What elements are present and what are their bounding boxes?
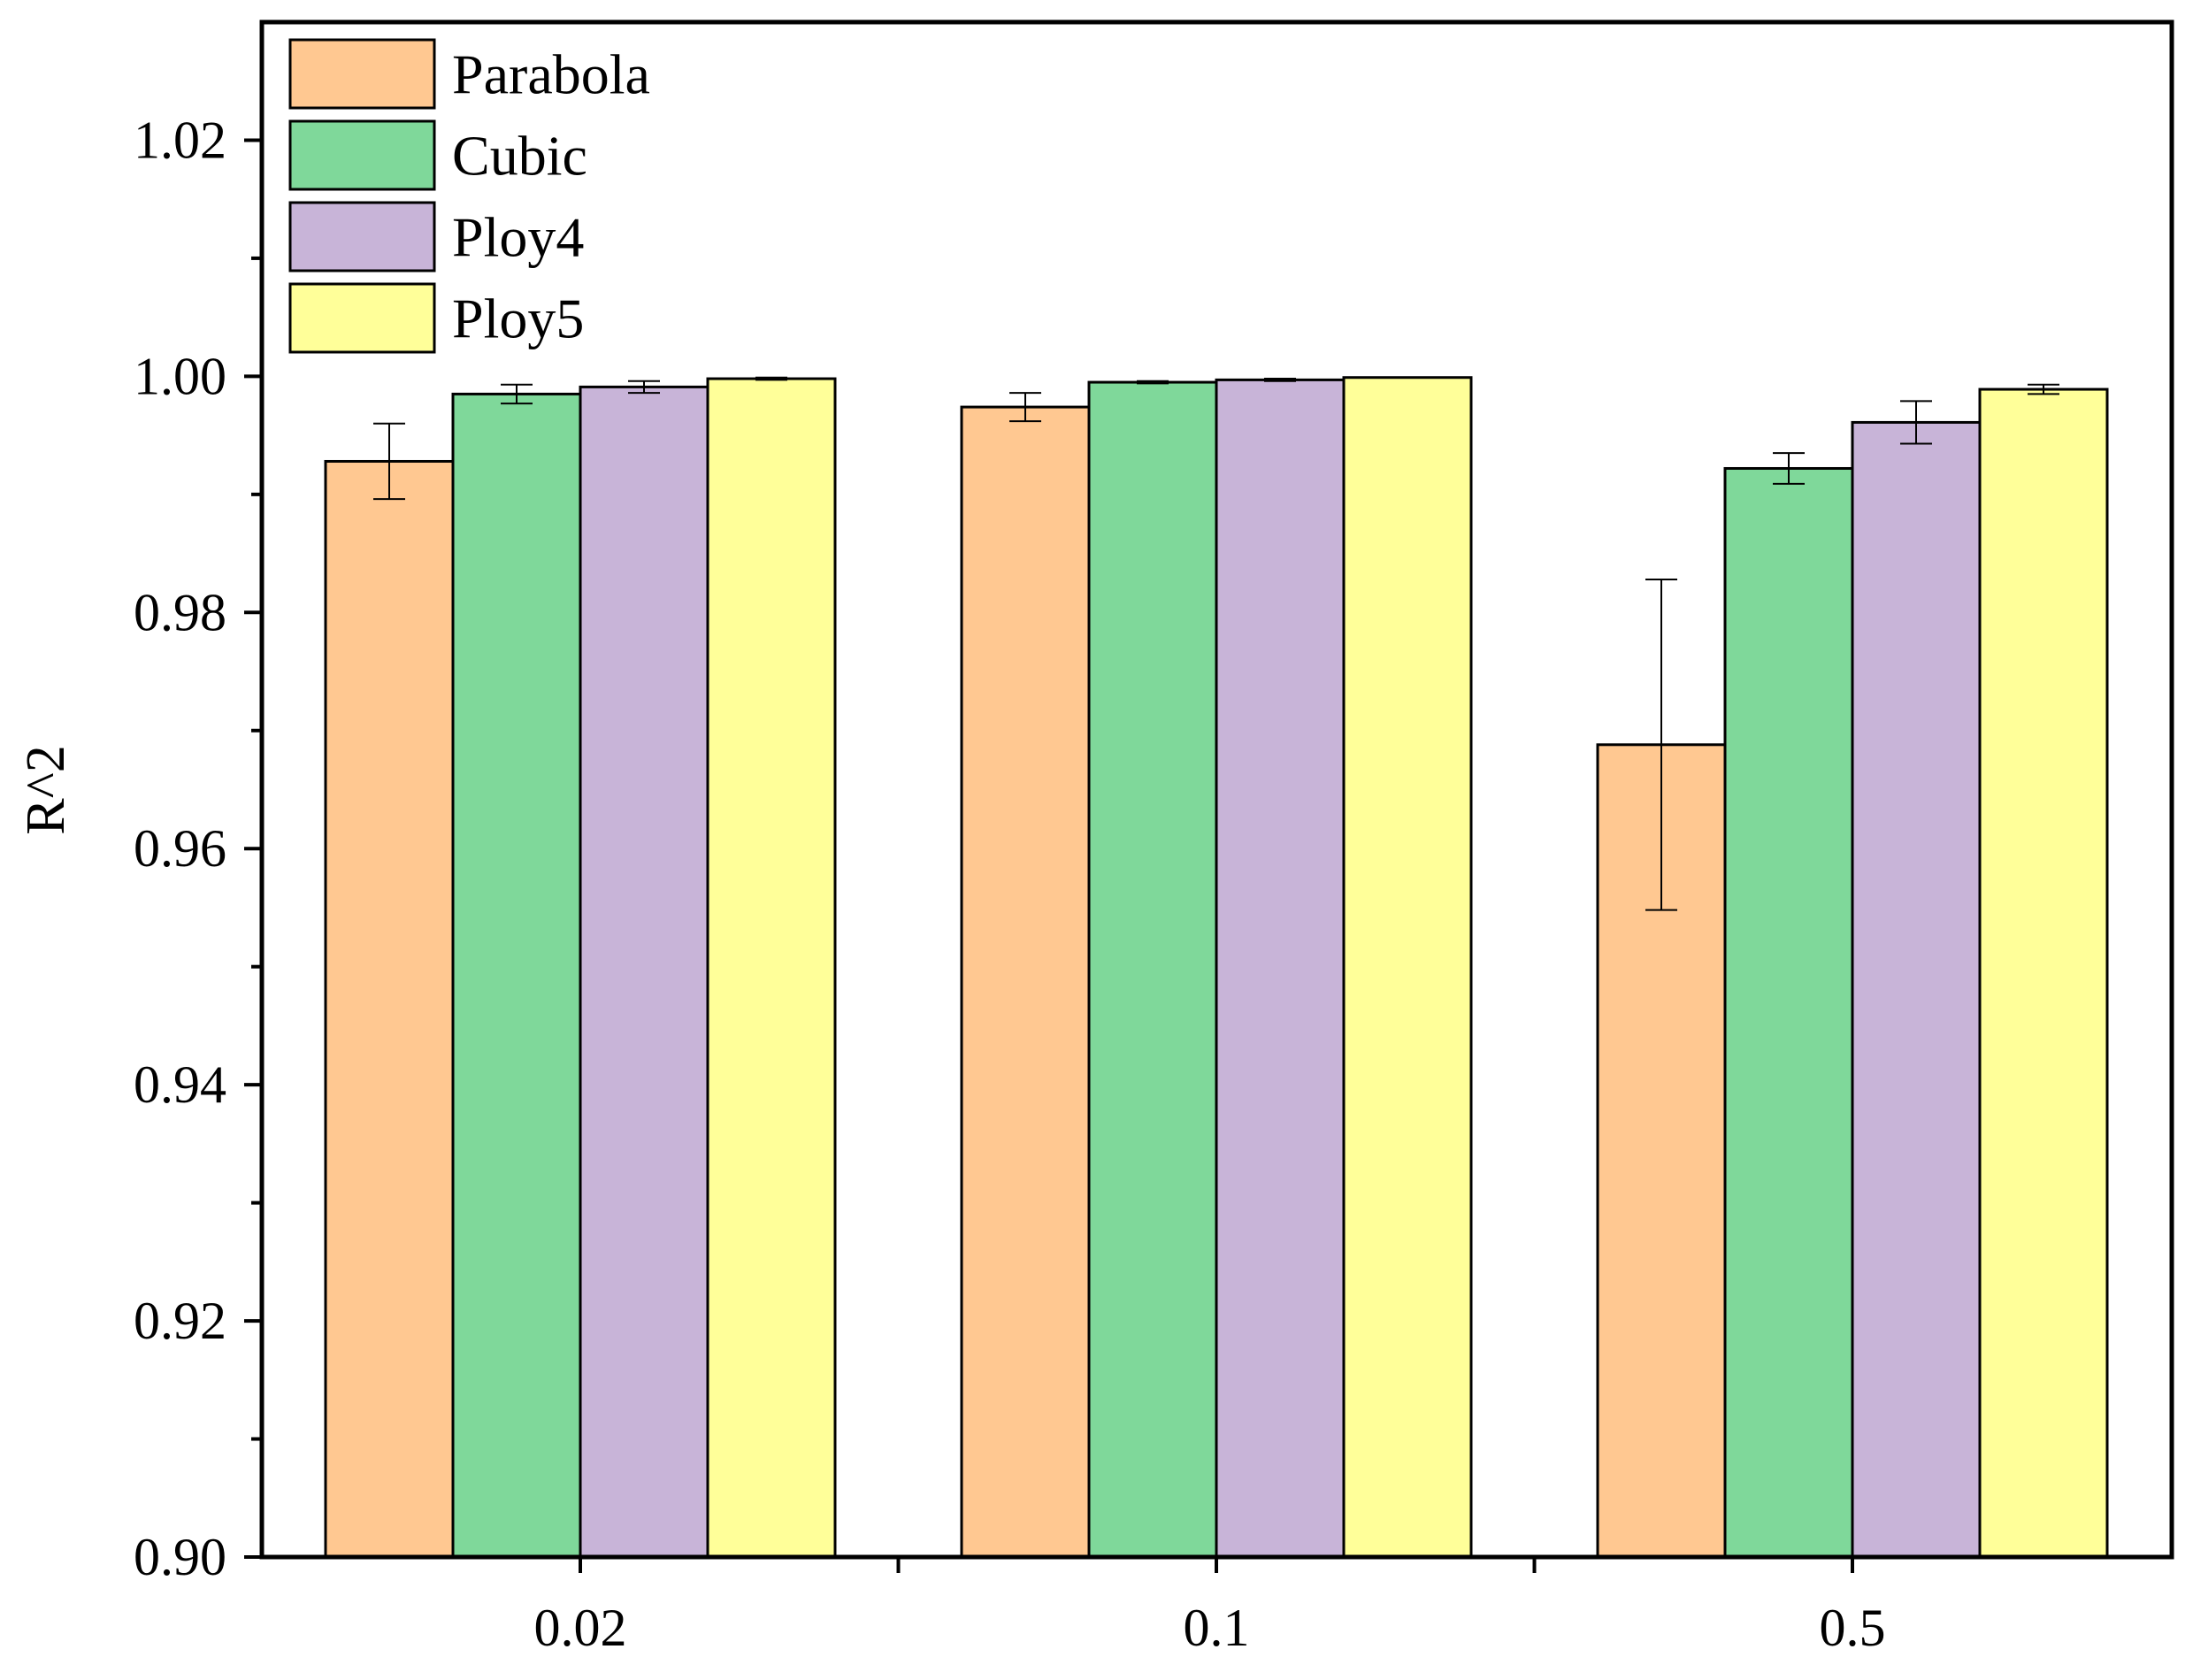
bar-ploy5-0.5	[1978, 387, 2109, 1559]
bar-parabola-0.02	[324, 459, 455, 1559]
bar-ploy5-0.02	[706, 377, 837, 1559]
bar-cubic-0.02	[451, 392, 582, 1559]
legend-swatch-parabola	[288, 38, 436, 110]
bar-ploy5-0.1	[1342, 376, 1473, 1559]
error-bar-cubic-0.1	[1137, 380, 1169, 385]
bar-parabola-0.1	[960, 405, 1091, 1559]
legend-swatch-cubic	[288, 119, 436, 191]
ticks-layer: 0.02 0.1 0.5 0.90 0.92 0.94 0.96 0.98 1.00 1.02	[134, 111, 1886, 1657]
y-tick-label-0.90: 0.90	[134, 1528, 226, 1586]
bars-layer	[324, 376, 2109, 1559]
error-bar-parabola-0.1	[1009, 392, 1041, 423]
y-tick-label-0.98: 0.98	[134, 583, 226, 641]
error-bar-parabola-0.5	[1645, 578, 1677, 911]
legend-label-ploy5: Ploy5	[452, 288, 584, 350]
error-bar-ploy5-0.5	[2028, 383, 2059, 395]
error-bar-parabola-0.02	[373, 422, 405, 501]
x-tick-label-0.1: 0.1	[1184, 1599, 1250, 1657]
error-bar-ploy4-0.5	[1900, 400, 1932, 445]
error-bar-ploy4-0.1	[1264, 378, 1296, 382]
x-tick-label-0.02: 0.02	[534, 1599, 627, 1657]
y-tick-label-0.92: 0.92	[134, 1292, 226, 1350]
error-bar-ploy4-0.02	[628, 380, 660, 395]
y-tick-label-1.00: 1.00	[134, 347, 226, 405]
plot-frame	[259, 19, 2174, 1560]
bar-ploy4-0.02	[579, 385, 709, 1559]
y-axis-title: R^2	[16, 745, 76, 834]
y-tick-label-1.02: 1.02	[134, 111, 226, 169]
error-bar-ploy5-0.02	[755, 376, 787, 381]
legend-label-cubic: Cubic	[452, 125, 587, 188]
bar-ploy4-0.5	[1851, 420, 1982, 1559]
legend-swatch-ploy5	[288, 282, 436, 354]
bar-ploy4-0.1	[1215, 378, 1346, 1559]
bar-cubic-0.1	[1087, 380, 1218, 1559]
legend-swatch-ploy4	[288, 201, 436, 272]
bar-cubic-0.5	[1723, 466, 1854, 1559]
error-bar-cubic-0.5	[1773, 452, 1805, 485]
legend: Parabola Cubic Ploy4 Ploy5	[288, 38, 650, 354]
legend-label-ploy4: Ploy4	[452, 206, 584, 269]
y-tick-label-0.96: 0.96	[134, 819, 226, 878]
legend-label-parabola: Parabola	[452, 43, 650, 106]
y-tick-label-0.94: 0.94	[134, 1055, 226, 1114]
error-bar-cubic-0.02	[501, 383, 533, 405]
x-tick-label-0.5: 0.5	[1820, 1599, 1886, 1657]
axes-layer	[259, 19, 2174, 1560]
